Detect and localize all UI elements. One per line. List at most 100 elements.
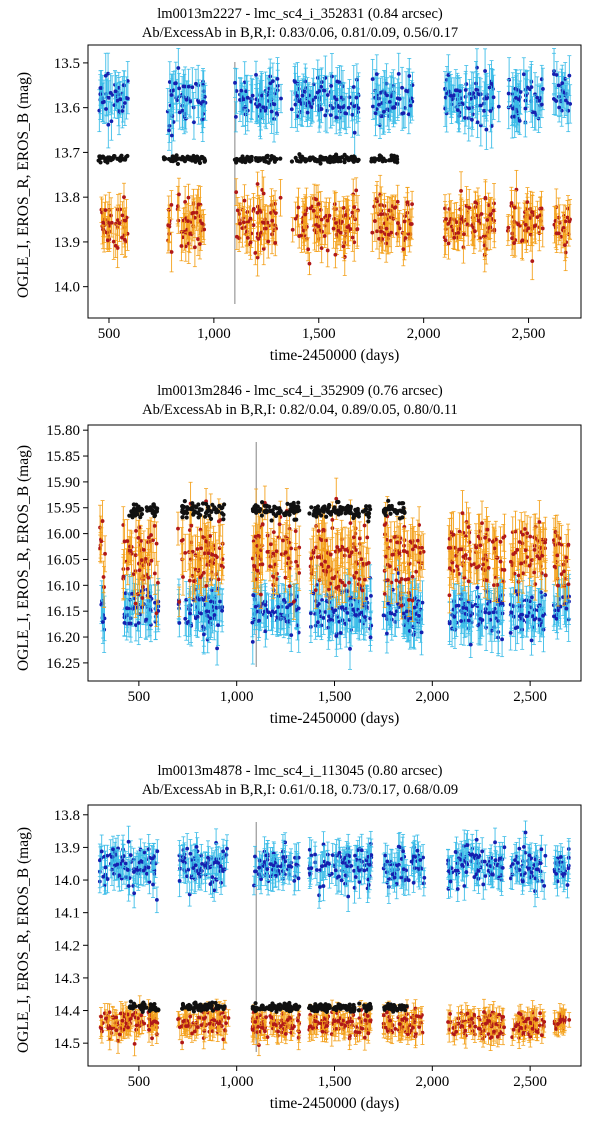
data-point	[244, 89, 249, 94]
data-point	[532, 110, 537, 115]
data-point	[478, 103, 483, 108]
lightcurve-plot-1: 500 1,000 1,500 2,000 2,500 13.5 13.6 13.7 13.8 1…	[15, 44, 582, 364]
data-point	[273, 241, 278, 245]
data-point	[190, 156, 196, 161]
data-point	[177, 192, 181, 197]
data-point	[554, 231, 559, 236]
data-point	[177, 86, 181, 91]
data-point	[194, 81, 198, 86]
data-point	[307, 261, 312, 266]
data-point	[169, 133, 174, 138]
data-point	[180, 156, 185, 161]
data-point	[109, 220, 114, 225]
data-point	[136, 621, 141, 625]
data-point	[470, 112, 475, 117]
data-point	[306, 247, 311, 252]
data-point	[195, 614, 200, 619]
data-point	[319, 623, 324, 628]
data-point	[448, 93, 453, 98]
data-point	[356, 106, 361, 111]
data-point	[319, 246, 324, 251]
data-point	[528, 232, 533, 237]
lightcurve-panel-2: lm0013m2846 - lmc_sc4_i_352909 (0.76 arc…	[0, 375, 600, 755]
data-point	[305, 110, 310, 115]
data-point	[313, 623, 318, 628]
data-point	[350, 235, 355, 240]
data-point	[463, 88, 468, 92]
data-point	[532, 224, 537, 229]
x-tick-label: 500	[98, 326, 121, 342]
data-point	[115, 218, 120, 223]
data-point	[567, 219, 572, 224]
data-point	[208, 616, 213, 621]
data-point	[443, 238, 448, 243]
data-point	[377, 153, 382, 158]
data-point	[176, 66, 181, 70]
data-point	[535, 215, 540, 220]
data-point	[173, 81, 178, 86]
data-point	[520, 238, 525, 243]
data-point	[122, 101, 127, 105]
data-point	[115, 98, 120, 103]
data-point	[510, 236, 514, 241]
data-point	[383, 158, 388, 163]
data-point	[239, 88, 244, 93]
data-point	[328, 113, 333, 118]
data-point	[354, 188, 359, 193]
data-point	[253, 251, 258, 255]
data-point	[521, 72, 526, 77]
data-point	[248, 216, 253, 221]
data-point	[512, 241, 517, 245]
data-point	[266, 239, 271, 244]
data-point	[167, 128, 171, 133]
data-point	[530, 259, 535, 264]
data-point	[193, 159, 198, 164]
data-point	[462, 232, 466, 237]
data-point	[403, 214, 407, 219]
data-point	[169, 93, 174, 97]
data-point	[350, 210, 355, 215]
data-point	[167, 80, 172, 84]
data-point	[274, 111, 279, 116]
data-point	[319, 217, 324, 222]
data-point	[196, 202, 201, 207]
data-point	[479, 212, 484, 216]
data-point	[518, 90, 523, 94]
y-axis-label: OGLE_I, EROS_R, EROS_B (mag)	[15, 72, 32, 298]
data-point	[395, 160, 400, 165]
data-point	[488, 213, 493, 217]
data-point	[535, 95, 540, 100]
data-point	[474, 87, 479, 92]
data-point	[446, 222, 450, 226]
data-point	[201, 598, 206, 602]
data-point	[329, 84, 334, 88]
data-point	[400, 85, 404, 90]
data-point	[250, 93, 255, 98]
data-point	[184, 598, 189, 602]
panel-title: lm0013m2227 - lmc_sc4_i_352831 (0.84 arc…	[157, 6, 443, 22]
data-point	[341, 206, 346, 210]
data-point	[120, 213, 125, 218]
data-point	[216, 623, 220, 628]
data-point	[264, 159, 269, 164]
data-point	[186, 219, 190, 224]
data-point	[233, 80, 237, 85]
data-point	[255, 210, 260, 215]
data-point	[234, 157, 239, 162]
data-point	[334, 634, 339, 638]
data-point	[342, 157, 347, 162]
data-point	[204, 609, 209, 614]
data-point	[117, 221, 122, 226]
y-tick-label: 14.0	[54, 280, 80, 296]
data-point	[526, 226, 531, 231]
data-point	[263, 629, 268, 634]
data-point	[117, 157, 122, 163]
data-point	[127, 621, 131, 626]
data-point	[201, 99, 205, 104]
data-point	[173, 158, 178, 163]
data-point	[123, 218, 128, 223]
data-point	[318, 207, 323, 212]
data-point	[556, 83, 561, 88]
data-point	[253, 156, 258, 161]
data-point	[335, 79, 340, 84]
